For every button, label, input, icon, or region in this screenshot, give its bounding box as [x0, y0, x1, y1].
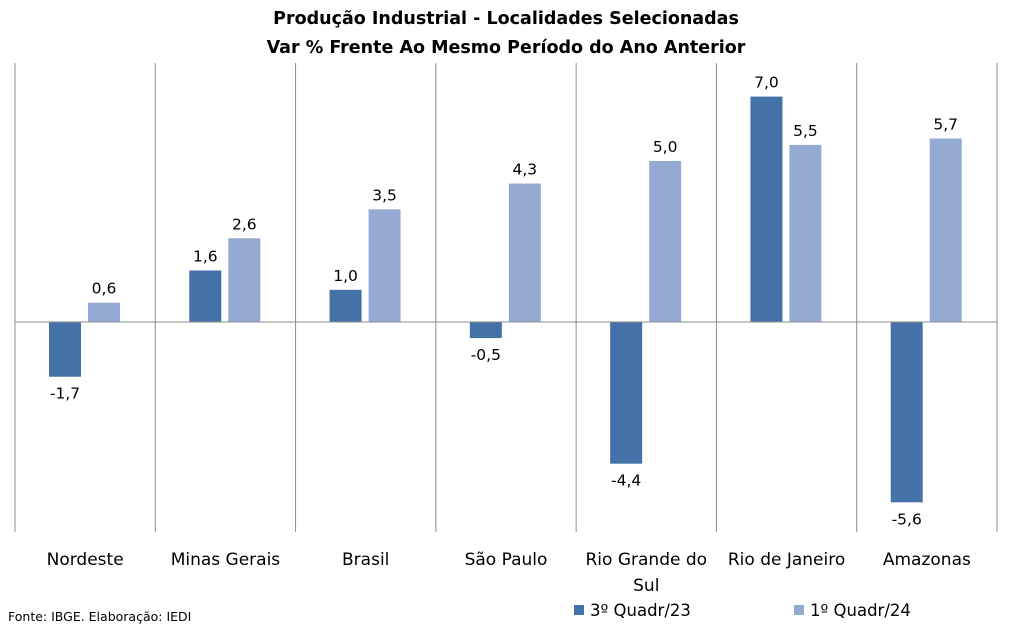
data-label: 3,5 — [372, 186, 397, 204]
category-label: Rio de Janeiro — [728, 550, 845, 570]
bar — [789, 144, 822, 322]
bar — [890, 322, 923, 503]
category-label: Brasil — [342, 550, 389, 570]
data-label: 2,6 — [232, 215, 257, 233]
legend-label: 1º Quadr/24 — [810, 601, 911, 620]
bar — [508, 183, 541, 322]
category-label: Nordeste — [47, 550, 124, 570]
bar — [368, 209, 401, 322]
data-label: -4,4 — [611, 472, 641, 490]
category-label: Rio Grande do — [586, 550, 708, 570]
data-label: 5,5 — [793, 122, 818, 140]
legend-swatch — [794, 605, 804, 615]
bar — [189, 270, 222, 322]
category-label: Minas Gerais — [171, 550, 281, 570]
legend-swatch — [574, 605, 584, 615]
bar — [929, 138, 962, 322]
bar — [49, 322, 81, 377]
category-label: São Paulo — [465, 550, 548, 570]
data-label: 5,7 — [933, 115, 958, 133]
legend-label: 3º Quadr/23 — [590, 601, 691, 620]
chart-subtitle: Var % Frente Ao Mesmo Período do Ano Ant… — [267, 38, 746, 58]
data-label: 1,0 — [333, 267, 358, 285]
legend: 3º Quadr/23 1º Quadr/24 — [574, 601, 911, 620]
data-label: 5,0 — [653, 138, 678, 156]
bar — [610, 322, 643, 464]
data-label: -1,7 — [50, 385, 80, 403]
bar — [750, 96, 783, 322]
chart-title: Produção Industrial - Localidades Seleci… — [273, 9, 739, 29]
bar — [88, 302, 120, 322]
bar — [469, 322, 502, 339]
bar — [228, 238, 261, 322]
data-label: 4,3 — [513, 161, 538, 179]
data-label: -5,6 — [892, 510, 922, 528]
data-label: 0,6 — [92, 280, 117, 298]
data-label: -0,5 — [471, 346, 501, 364]
source-note: Fonte: IBGE. Elaboração: IEDI — [8, 609, 191, 624]
bar — [329, 289, 362, 322]
data-label: 1,6 — [193, 247, 218, 265]
category-label: Sul — [633, 576, 659, 596]
plot-area: -1,7 1,6 1,0 -0,5 -4,4 7,0 -5,6 0,6 2,6 3,5 4,3 5,0… — [14, 63, 998, 596]
bar — [649, 161, 682, 322]
category-label: Amazonas — [883, 550, 971, 570]
data-label: 7,0 — [754, 74, 779, 92]
